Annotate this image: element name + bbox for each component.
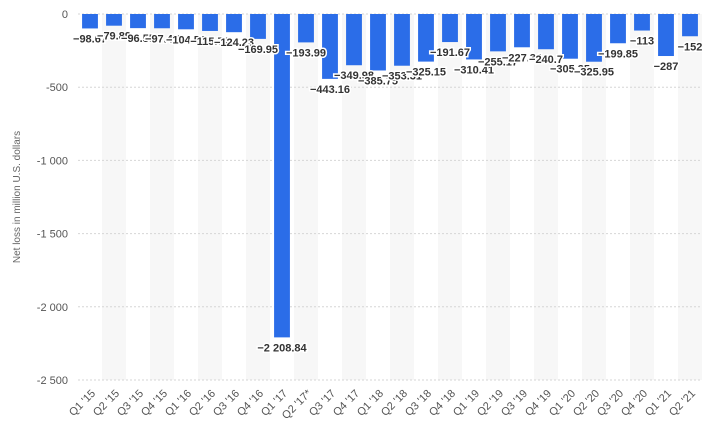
bar <box>322 14 338 79</box>
data-label: −349.98 <box>334 70 374 82</box>
data-label: −325.15 <box>406 67 446 79</box>
background-band <box>246 14 270 380</box>
data-label: −2 208.84 <box>257 342 307 354</box>
bar <box>466 14 482 60</box>
y-axis-label: Net loss in million U.S. dollars <box>12 131 23 263</box>
bar <box>130 14 146 29</box>
data-label: −287 <box>654 61 679 73</box>
y-tick-label: -2 500 <box>37 375 68 387</box>
bar <box>82 14 98 29</box>
background-band <box>534 14 558 380</box>
background-band <box>486 14 510 380</box>
data-label: −113 <box>630 36 654 48</box>
data-label: −240.7 <box>529 54 563 66</box>
bar <box>106 14 122 26</box>
data-label: −199.85 <box>598 48 638 60</box>
data-label: −115.77 <box>190 36 229 48</box>
data-label: −98.67 <box>73 33 107 45</box>
bar <box>490 14 506 52</box>
data-label: −255.17 <box>478 56 518 68</box>
bar <box>658 14 674 57</box>
data-label: −79.89 <box>97 31 131 43</box>
data-label: −96.55 <box>121 33 155 45</box>
background-band <box>102 14 126 380</box>
x-tick-label: Q2 '21 <box>667 388 698 419</box>
bar <box>562 14 578 59</box>
data-label: −104.56 <box>166 34 206 46</box>
bar <box>298 14 314 43</box>
y-tick-label: 0 <box>62 9 68 21</box>
bar <box>586 14 602 62</box>
data-label: −310.41 <box>454 64 494 76</box>
bar <box>154 14 170 29</box>
background-band <box>630 14 654 380</box>
y-tick-label: -500 <box>46 82 68 94</box>
data-label: −325.95 <box>574 67 614 79</box>
background-band <box>678 14 702 380</box>
background-band <box>390 14 414 380</box>
data-label: −443.16 <box>310 84 350 96</box>
bar <box>538 14 554 50</box>
data-label: −385.75 <box>358 75 398 87</box>
bar <box>514 14 530 48</box>
background-band <box>294 14 318 380</box>
bar <box>442 14 458 43</box>
data-label: −305.35 <box>550 64 590 76</box>
bar <box>394 14 410 66</box>
bar <box>682 14 698 37</box>
data-label: −353.31 <box>382 71 422 83</box>
bar <box>178 14 194 30</box>
background-band <box>198 14 222 380</box>
background-band <box>582 14 606 380</box>
bar <box>274 14 290 338</box>
data-label: −124.23 <box>214 37 254 49</box>
bar <box>370 14 386 71</box>
bar <box>202 14 218 31</box>
bar <box>250 14 266 39</box>
data-label: −169.95 <box>238 44 278 56</box>
bar <box>226 14 242 33</box>
y-tick-label: -1 500 <box>37 229 68 241</box>
bar <box>418 14 434 62</box>
bar <box>634 14 650 31</box>
background-band <box>438 14 462 380</box>
background-band <box>150 14 174 380</box>
background-band <box>342 14 366 380</box>
data-label: −152 <box>678 41 703 53</box>
bar <box>346 14 362 66</box>
bar <box>610 14 626 44</box>
y-tick-label: -2 000 <box>37 302 68 314</box>
y-tick-label: -1 000 <box>37 155 68 167</box>
data-label: −227.34 <box>502 52 543 64</box>
data-label: −97.47 <box>145 33 179 45</box>
data-label: −193.99 <box>286 47 326 59</box>
data-label: −191.67 <box>430 47 470 59</box>
